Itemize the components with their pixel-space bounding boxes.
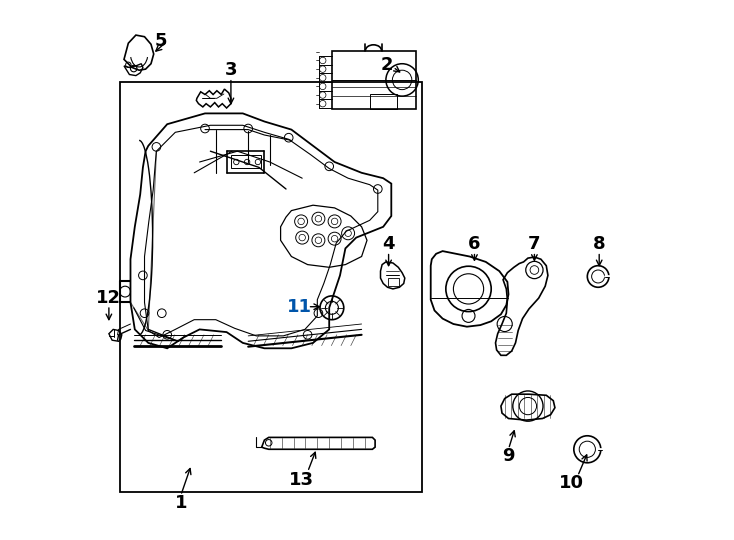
Text: 3: 3	[225, 61, 237, 79]
Bar	[370, 94, 396, 109]
Text: 13: 13	[288, 470, 313, 489]
Text: 6: 6	[468, 235, 481, 253]
Text: 8: 8	[593, 235, 606, 253]
Text: 2: 2	[380, 56, 393, 74]
Text: 12: 12	[96, 289, 121, 307]
Text: 7: 7	[528, 235, 541, 253]
Text: 10: 10	[559, 474, 584, 492]
Bar	[388, 278, 399, 286]
Text: 11: 11	[286, 298, 311, 316]
Text: 1: 1	[175, 494, 187, 512]
Bar	[231, 155, 261, 168]
Bar	[120, 82, 421, 492]
Text: 9: 9	[502, 447, 515, 465]
Text: 5: 5	[154, 32, 167, 50]
Bar	[332, 51, 415, 109]
Text: 4: 4	[382, 235, 395, 253]
